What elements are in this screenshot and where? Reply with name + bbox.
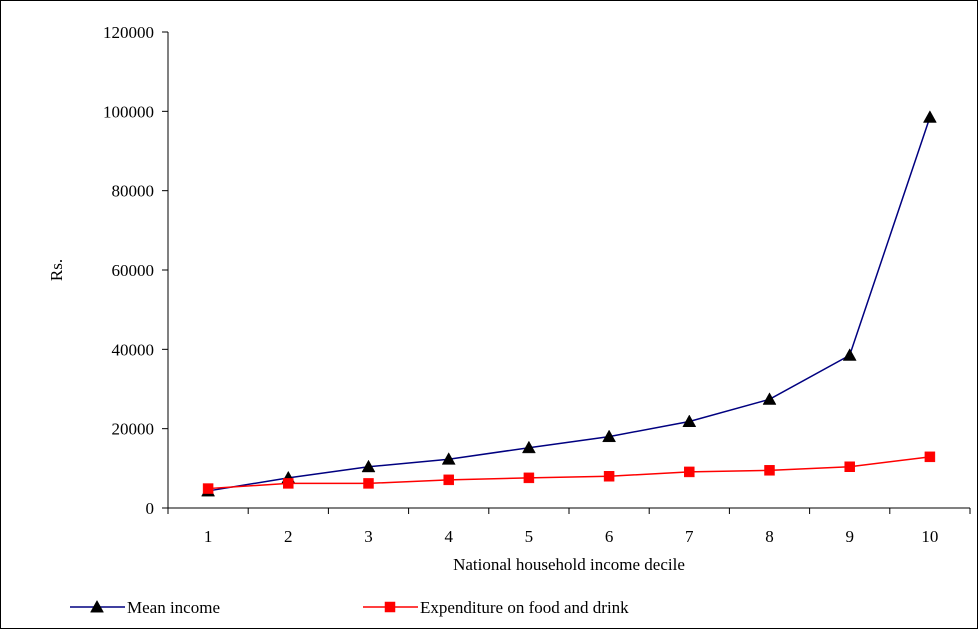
data-point	[523, 472, 535, 484]
data-point	[283, 478, 294, 489]
x-tick-label: 4	[444, 527, 453, 546]
data-point	[521, 440, 536, 454]
x-tick-label: 9	[845, 527, 854, 546]
data-point	[202, 483, 214, 494]
data-point	[602, 429, 617, 443]
x-tick-label: 5	[525, 527, 534, 546]
data-point	[682, 414, 697, 427]
x-tick-labels: 1 2 3 4 5 6 7 8 9 10	[204, 527, 939, 546]
chart-axes	[162, 31, 971, 514]
data-point	[924, 451, 936, 463]
series-line	[208, 456, 930, 490]
x-tick-label: 8	[765, 527, 774, 546]
legend-item: Mean income	[70, 598, 220, 617]
legend-item: Expenditure on food and drink	[363, 598, 629, 617]
x-tick-label: 1	[204, 527, 213, 546]
y-axis-title: Rs.	[47, 259, 66, 281]
data-point	[842, 348, 857, 361]
series-line	[207, 117, 931, 492]
data-point	[922, 110, 937, 123]
legend-marker	[384, 601, 396, 613]
chart-series	[201, 110, 937, 497]
legend-label: Mean income	[127, 598, 220, 617]
data-point	[844, 461, 855, 472]
legend-marker	[90, 599, 104, 613]
data-point	[603, 471, 615, 482]
legend-label: Expenditure on food and drink	[420, 598, 629, 617]
data-point	[443, 474, 454, 486]
y-tick-labels: 0 20000 40000 60000 80000 100000 120000	[103, 23, 154, 518]
x-tick-label: 7	[685, 527, 694, 546]
y-tick-label: 20000	[112, 420, 155, 439]
data-point	[762, 392, 777, 405]
y-tick-label: 0	[146, 499, 155, 518]
y-tick-label: 120000	[103, 23, 154, 42]
x-tick-label: 6	[605, 527, 614, 546]
y-tick-label: 40000	[112, 340, 155, 359]
data-point	[361, 459, 376, 473]
y-tick-label: 60000	[112, 261, 155, 280]
data-point	[441, 452, 456, 465]
y-tick-label: 80000	[112, 182, 155, 201]
y-tick-label: 100000	[103, 102, 154, 121]
x-tick-label: 3	[364, 527, 373, 546]
series-expenditure-food-drink	[202, 451, 936, 494]
series-mean-income	[201, 110, 937, 497]
x-axis-title: National household income decile	[453, 555, 685, 574]
chart-legend: Mean income Expenditure on food and drink	[70, 598, 629, 617]
data-point	[764, 465, 775, 476]
data-point	[684, 466, 695, 478]
x-tick-label: 10	[921, 527, 938, 546]
x-tick-label: 2	[284, 527, 293, 546]
data-point	[363, 478, 374, 489]
